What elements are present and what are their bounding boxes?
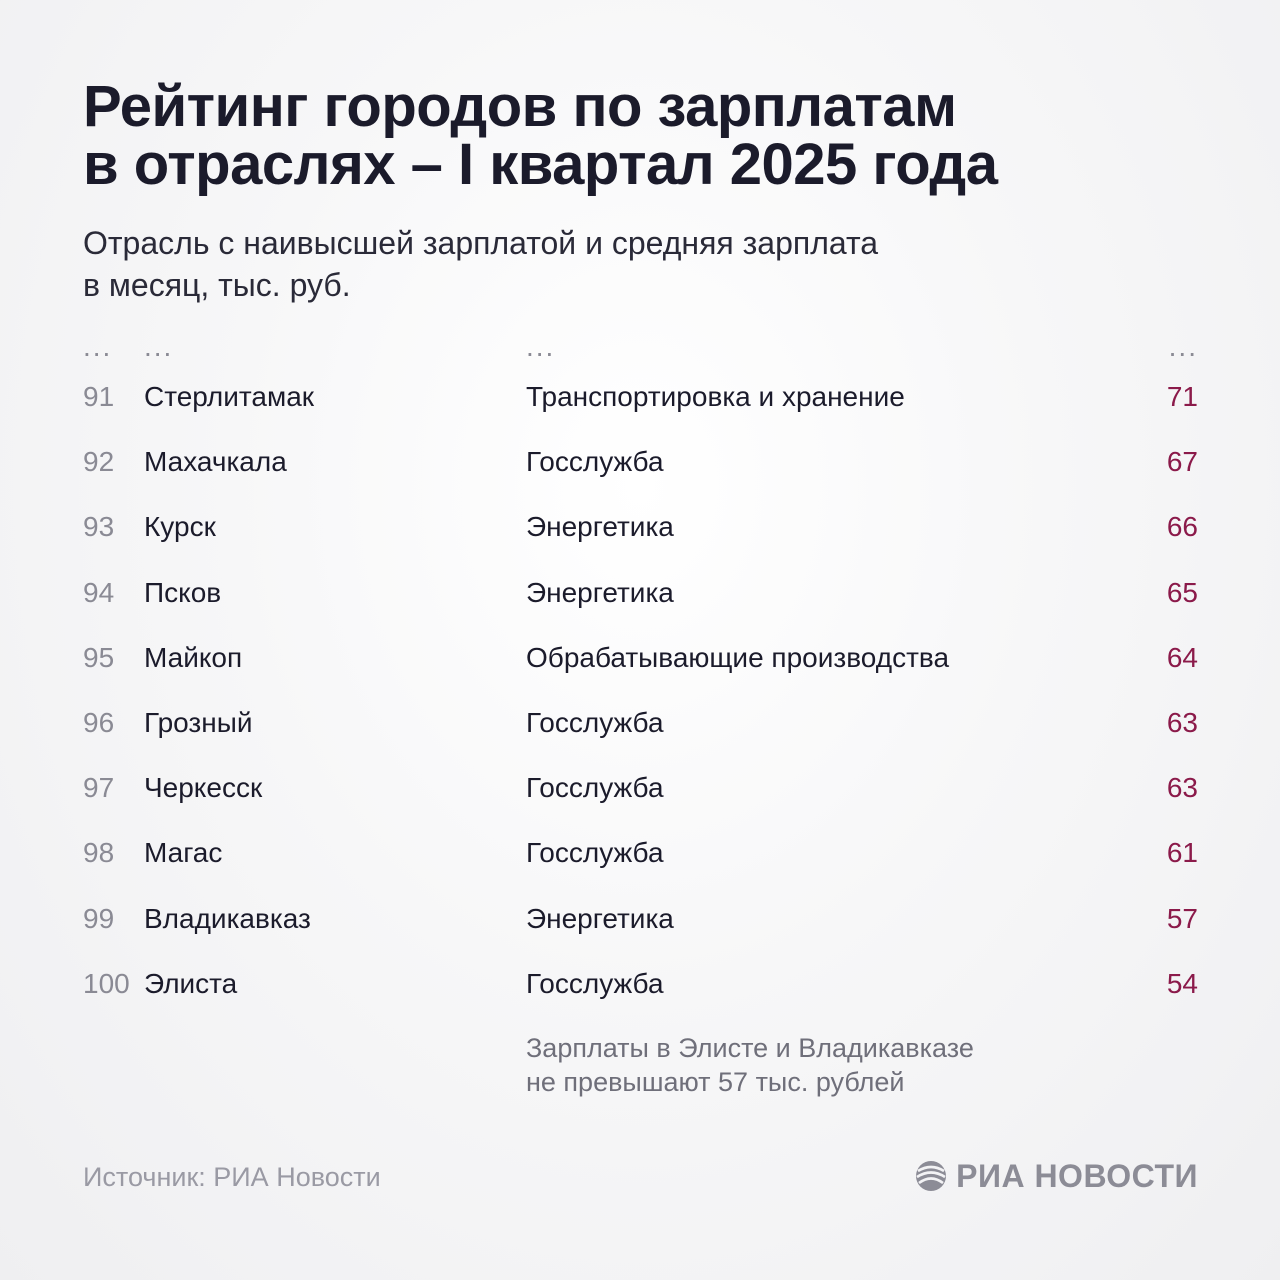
- row-7-rank: 97: [83, 772, 115, 803]
- subtitle-line-1: Отрасль с наивысшей зарплатой и средняя …: [83, 225, 879, 261]
- row-8-city: Магас: [144, 837, 223, 868]
- footnote-line-1: Зарплаты в Элисте и Владикавказе: [526, 1033, 974, 1063]
- footnote-line-2: не превышают 57 тыс. рублей: [526, 1067, 905, 1097]
- subtitle-line-2: в месяц, тыс. руб.: [83, 267, 351, 303]
- title-line-2: в отраслях – I квартал 2025 года: [83, 132, 998, 197]
- city-ellipsis: ...: [144, 331, 174, 362]
- row-7-industry: Госслужба: [526, 772, 664, 803]
- row-1-industry: Транспортировка и хранение: [526, 381, 905, 412]
- row-2-salary: 67: [1166, 446, 1198, 477]
- ria-globe-icon: [916, 1161, 947, 1191]
- row-6-industry: Госслужба: [526, 707, 664, 738]
- row-4-industry: Энергетика: [526, 577, 674, 608]
- row-10-rank: 100: [83, 968, 130, 999]
- row-10-salary: 54: [1166, 968, 1198, 999]
- row-9-salary: 57: [1166, 903, 1198, 934]
- chart-title: Рейтинг городов по зарплатам в отраслях …: [83, 78, 1183, 194]
- row-7-salary: 63: [1166, 772, 1198, 803]
- footnote: Зарплаты в Элисте и Владикавказе не прев…: [526, 1031, 1126, 1099]
- row-9-city: Владикавказ: [144, 903, 311, 934]
- industry-ellipsis: ...: [526, 331, 556, 362]
- row-4-salary: 65: [1166, 577, 1198, 608]
- row-4-city: Псков: [144, 577, 222, 608]
- title-line-1: Рейтинг городов по зарплатам: [83, 74, 957, 139]
- salary-ellipsis: ...: [1168, 331, 1198, 362]
- row-9-industry: Энергетика: [526, 903, 674, 934]
- row-5-rank: 95: [83, 642, 115, 673]
- row-6-city: Грозный: [144, 707, 253, 738]
- source-text: Источник: РИА Новости: [83, 1162, 381, 1192]
- row-3-industry: Энергетика: [526, 511, 674, 542]
- row-1-city: Стерлитамак: [144, 381, 315, 412]
- row-5-salary: 64: [1166, 642, 1198, 673]
- ria-logo: РИА НОВОСТИ: [914, 1156, 1198, 1196]
- ria-logo-text: РИА НОВОСТИ: [956, 1158, 1198, 1194]
- row-9-rank: 99: [83, 903, 115, 934]
- row-6-rank: 96: [83, 707, 115, 738]
- row-5-city: Майкоп: [144, 642, 243, 673]
- row-1-rank: 91: [83, 381, 115, 412]
- row-2-industry: Госслужба: [526, 446, 664, 477]
- row-3-salary: 66: [1166, 511, 1198, 542]
- row-6-salary: 63: [1166, 707, 1198, 738]
- row-10-city: Элиста: [144, 968, 238, 999]
- rank-ellipsis: ...: [83, 331, 113, 362]
- row-8-industry: Госслужба: [526, 837, 664, 868]
- row-3-rank: 93: [83, 511, 115, 542]
- row-5-industry: Обрабатывающие производства: [526, 642, 950, 673]
- row-2-rank: 92: [83, 446, 115, 477]
- row-2-city: Махачкала: [144, 446, 287, 477]
- chart-subtitle: Отрасль с наивысшей зарплатой и средняя …: [83, 222, 1083, 306]
- row-10-industry: Госслужба: [526, 968, 664, 999]
- row-8-salary: 61: [1166, 837, 1198, 868]
- row-8-rank: 98: [83, 837, 115, 868]
- row-7-city: Черкесск: [144, 772, 263, 803]
- row-4-rank: 94: [83, 577, 115, 608]
- row-1-salary: 71: [1166, 381, 1198, 412]
- row-3-city: Курск: [144, 511, 216, 542]
